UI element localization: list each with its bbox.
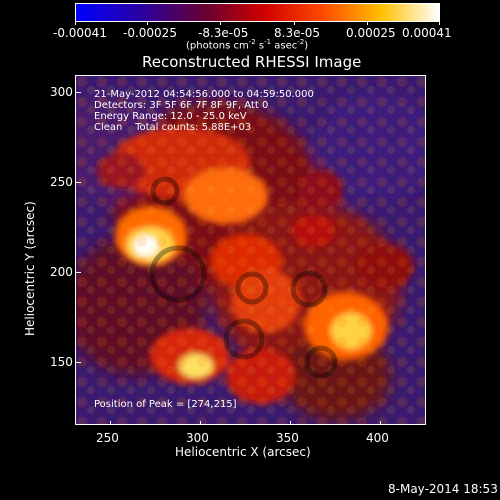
y-tick-mark (76, 92, 81, 93)
y-tick-label: 200 (50, 265, 73, 279)
colorbar-tick (367, 21, 368, 25)
y-tick-mark (76, 182, 81, 183)
y-tick-mark (76, 272, 81, 273)
colorbar-tick (147, 21, 148, 25)
colorbar-tick (75, 21, 76, 25)
y-tick-mark (76, 362, 81, 363)
rhessi-image-plot: 21-May-2012 04:54:56.000 to 04:59:50.000… (75, 75, 426, 425)
ring-structures (149, 176, 338, 379)
y-axis-label: Heliocentric Y (arcsec) (23, 201, 37, 336)
unit-exp1: -2 (248, 38, 256, 46)
speckle-overlay (76, 76, 425, 424)
colorbar-tick (220, 21, 221, 25)
x-tick-mark (380, 421, 381, 424)
unit-mid: s (255, 40, 265, 52)
unit-base: (photons cm (186, 40, 249, 52)
colorbar-ticks (75, 21, 440, 27)
rhessi-image (76, 76, 425, 424)
colorbar-tick-label: 0.00025 (346, 26, 396, 40)
plot-title: Reconstructed RHESSI Image (142, 53, 362, 71)
x-tick-label: 400 (366, 431, 389, 445)
unit-exp2: -1 (264, 38, 272, 46)
y-tick-label: 300 (50, 85, 73, 99)
unit-close: ) (304, 40, 309, 52)
x-tick-mark (200, 421, 201, 424)
annotation-detectors: Detectors: 3F 5F 6F 7F 8F 9F, Att 0 (94, 100, 269, 111)
x-axis-label: Heliocentric X (arcsec) (175, 445, 311, 459)
colorbar-gradient (76, 4, 439, 21)
colorbar-tick (294, 21, 295, 25)
annotation-energy-range: Energy Range: 12.0 - 25.0 keV (94, 111, 247, 122)
x-tick-mark (290, 421, 291, 424)
x-tick-label: 250 (96, 431, 119, 445)
y-tick-label: 250 (50, 175, 73, 189)
x-tick-label: 350 (276, 431, 299, 445)
colorbar (75, 3, 440, 22)
colorbar-tick-label: -0.00041 (53, 26, 107, 40)
unit-exp3: -2 (297, 38, 305, 46)
x-tick-label: 300 (186, 431, 209, 445)
x-tick-mark (110, 421, 111, 424)
colorbar-tick-label: -8.3e-05 (198, 26, 249, 40)
y-tick-label: 150 (50, 355, 73, 369)
generation-date: 8-May-2014 18:53 (388, 482, 498, 496)
colorbar-tick-label: 8.3e-05 (274, 26, 321, 40)
colorbar-unit-label: (photons cm-2 s-1 asec-2) (186, 39, 308, 51)
annotation-total-counts: Clean Total counts: 5.88E+03 (94, 122, 252, 133)
colorbar-tick (439, 21, 440, 25)
colorbar-tick-label: 0.00041 (402, 26, 452, 40)
unit-tail: asec (271, 40, 298, 52)
colorbar-tick-label: -0.00025 (123, 26, 177, 40)
annotation-time-range: 21-May-2012 04:54:56.000 to 04:59:50.000 (94, 89, 314, 100)
annotation-peak-position: Position of Peak = [274,215] (94, 399, 237, 410)
